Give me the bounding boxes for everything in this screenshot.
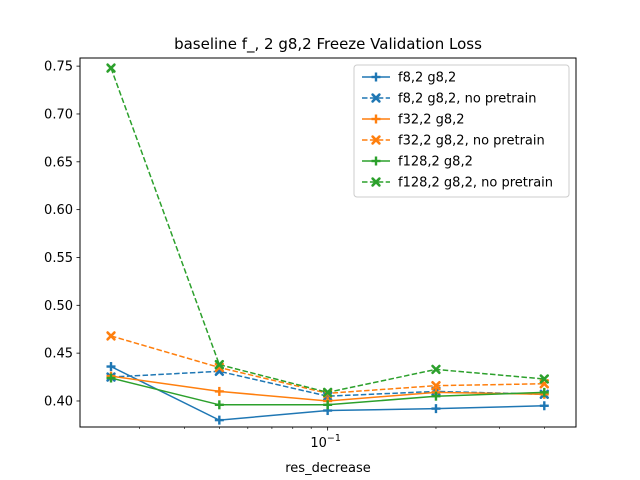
data-point-b xyxy=(106,63,116,73)
legend-label: f32,2 g8,2, no pretrain xyxy=(398,134,545,149)
legend-marker xyxy=(371,177,381,187)
data-point xyxy=(106,362,116,372)
data-point xyxy=(539,387,549,397)
legend-marker-b xyxy=(371,135,381,145)
legend-marker xyxy=(371,93,381,103)
data-point xyxy=(431,364,441,375)
data-point xyxy=(539,374,549,384)
data-point xyxy=(106,373,116,383)
data-point-b xyxy=(539,374,549,384)
data-point xyxy=(106,63,116,73)
legend-marker-b xyxy=(371,177,381,187)
y-tick-label: 0.70 xyxy=(44,107,73,122)
data-point-b xyxy=(431,380,441,391)
legend-marker-b xyxy=(371,93,381,103)
legend-label: f128,2 g8,2 xyxy=(398,155,473,170)
legend-box xyxy=(353,64,570,198)
data-point xyxy=(323,400,333,410)
data-point-b xyxy=(214,359,225,370)
legend: f8,2 g8,2 f8,2 g8,2, no pretrain f32,2 g8,… xyxy=(353,64,570,198)
y-tick-label: 0.40 xyxy=(44,394,73,409)
y-tick-label: 0.60 xyxy=(44,203,73,218)
chart-title: baseline f_, 2 g8,2 Freeze Validation Lo… xyxy=(174,35,482,54)
data-point-b xyxy=(322,387,333,398)
y-tick-label: 0.55 xyxy=(44,251,73,266)
data-point xyxy=(214,400,224,410)
data-point xyxy=(214,359,225,370)
legend-marker xyxy=(371,72,381,82)
x-tick-label: 10−1 xyxy=(310,433,341,451)
data-point xyxy=(431,380,441,391)
legend-label: f128,2 g8,2, no pretrain xyxy=(398,176,553,191)
data-point xyxy=(322,387,333,398)
plot-area xyxy=(106,63,549,425)
x-axis-label: res_decrease xyxy=(285,461,371,476)
data-point xyxy=(431,404,441,414)
data-point xyxy=(214,415,224,425)
legend-marker xyxy=(371,114,381,124)
data-point-b xyxy=(431,364,441,375)
legend-label: f8,2 g8,2, no pretrain xyxy=(398,92,536,107)
legend-marker xyxy=(371,156,381,166)
legend-label: f32,2 g8,2 xyxy=(398,113,465,128)
axes: 0.40 0.45 0.50 0.55 0.60 0.65 0.70 0.75 10−1 xyxy=(44,60,545,451)
data-point xyxy=(106,331,116,341)
y-tick-label: 0.50 xyxy=(44,299,73,314)
legend-label: f8,2 g8,2 xyxy=(398,71,456,86)
y-tick-label: 0.45 xyxy=(44,347,73,362)
data-point-b xyxy=(106,331,116,341)
data-point xyxy=(539,401,549,411)
legend-marker xyxy=(371,135,381,145)
y-tick-label: 0.65 xyxy=(44,155,73,170)
data-point xyxy=(431,391,441,401)
data-point xyxy=(214,386,224,396)
y-tick-label: 0.75 xyxy=(44,60,73,75)
